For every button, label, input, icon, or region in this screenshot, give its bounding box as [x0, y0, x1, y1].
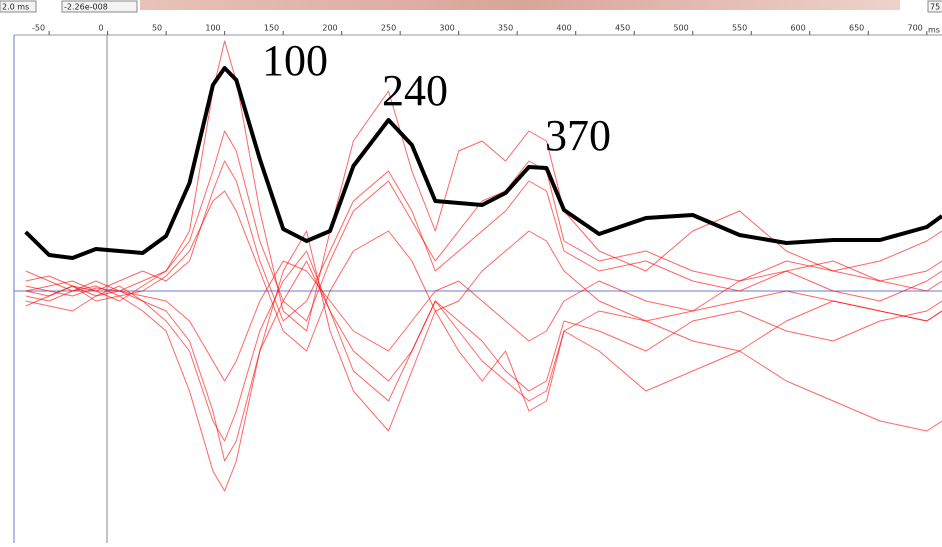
channel-trace	[25, 190, 942, 352]
x-tick-label: 0	[99, 24, 104, 33]
x-tick-label: 450	[615, 24, 630, 33]
channel-trace	[25, 260, 942, 462]
x-axis-unit: ms	[928, 26, 940, 35]
channel-trace	[25, 160, 942, 322]
x-tick-label: 50	[152, 24, 162, 33]
cursor-field[interactable]	[61, 0, 138, 13]
x-tick-label: 600	[790, 24, 805, 33]
x-tick-label: 700	[908, 24, 923, 33]
x-tick-label: 150	[264, 24, 279, 33]
end-field[interactable]	[927, 0, 942, 13]
x-tick-label: 650	[849, 24, 864, 33]
peak-annotation: 370	[545, 111, 611, 160]
channel-trace	[25, 260, 942, 382]
gfp-line	[24, 66, 942, 260]
start-field[interactable]	[0, 0, 37, 13]
channel-trace	[25, 40, 942, 332]
x-tick-label: 400	[556, 24, 571, 33]
peak-annotation: 240	[382, 66, 448, 115]
x-tick-label: 550	[732, 24, 747, 33]
cursor-field-text: -2.26e-008	[64, 3, 108, 12]
x-tick-label: 200	[322, 24, 337, 33]
start-field-text: 2.0 ms	[2, 3, 29, 12]
end-field-text: 75	[930, 3, 940, 12]
channel-trace	[25, 230, 942, 492]
x-tick-label: 350	[498, 24, 513, 33]
peak-annotation: 100	[262, 36, 328, 85]
photo-strip	[140, 0, 900, 10]
x-tick-label: 100	[205, 24, 220, 33]
x-tick-label: 300	[439, 24, 454, 33]
channel-trace	[25, 130, 942, 322]
x-tick-label: -50	[32, 24, 45, 33]
channel-trace	[25, 250, 942, 442]
x-tick-label: 500	[673, 24, 688, 33]
x-tick-label: 250	[381, 24, 396, 33]
